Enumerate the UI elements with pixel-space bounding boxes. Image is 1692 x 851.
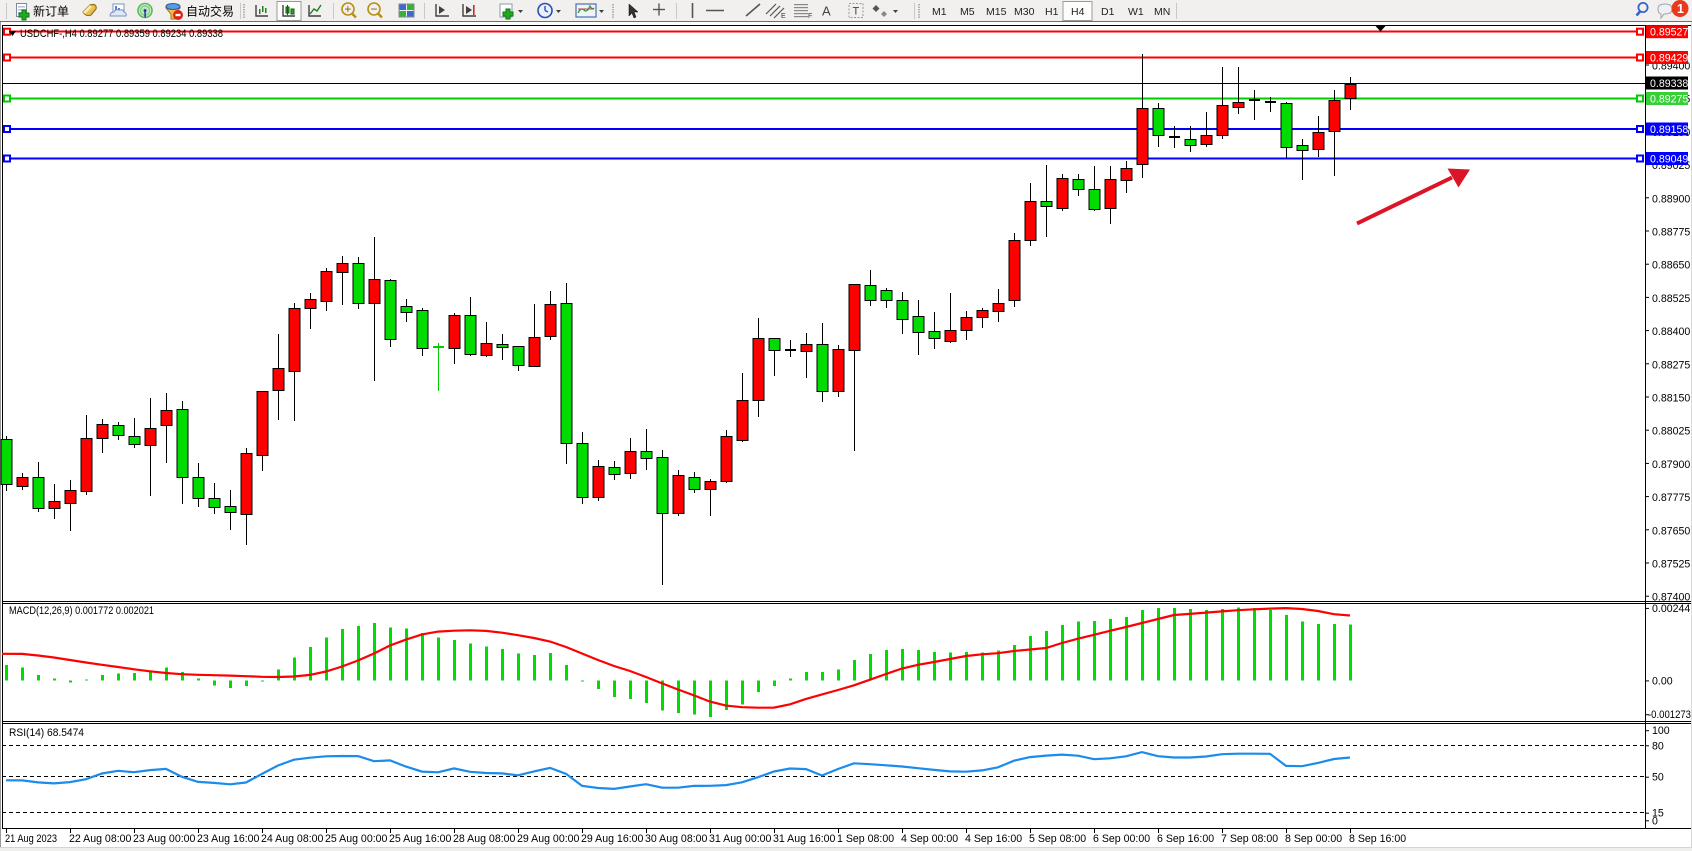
svg-text:M1: M1	[932, 6, 947, 18]
svg-text:24 Aug 08:00: 24 Aug 08:00	[261, 833, 324, 845]
svg-text:15: 15	[1652, 808, 1664, 820]
svg-text:31 Aug 00:00: 31 Aug 00:00	[709, 833, 772, 845]
svg-text:H4: H4	[1071, 6, 1085, 18]
svg-text:80: 80	[1652, 740, 1664, 752]
svg-text:8 Sep 00:00: 8 Sep 00:00	[1285, 833, 1342, 845]
svg-text:M30: M30	[1014, 6, 1035, 18]
svg-text:+: +	[344, 2, 351, 16]
svg-text:0.89338: 0.89338	[1650, 78, 1688, 90]
svg-text:0.89275: 0.89275	[1650, 94, 1688, 106]
svg-text:6 Sep 16:00: 6 Sep 16:00	[1157, 833, 1214, 845]
svg-text:0.87775: 0.87775	[1652, 492, 1690, 504]
svg-text:25 Aug 16:00: 25 Aug 16:00	[389, 833, 452, 845]
svg-text:29 Aug 00:00: 29 Aug 00:00	[517, 833, 580, 845]
svg-text:USDCHF-,H4 0.89277 0.89359 0.: USDCHF-,H4 0.89277 0.89359 0.89234 0.893…	[20, 28, 223, 40]
svg-text:RSI(14) 68.5474: RSI(14) 68.5474	[9, 727, 84, 739]
svg-text:4 Sep 00:00: 4 Sep 00:00	[901, 833, 958, 845]
svg-text:W1: W1	[1128, 6, 1144, 18]
svg-text:21 Aug 2023: 21 Aug 2023	[5, 833, 57, 845]
svg-text:29 Aug 16:00: 29 Aug 16:00	[581, 833, 644, 845]
svg-text:0.89527: 0.89527	[1650, 27, 1688, 39]
svg-text:0.87650: 0.87650	[1652, 525, 1690, 537]
svg-text:H1: H1	[1045, 6, 1059, 18]
svg-text:1 Sep 08:00: 1 Sep 08:00	[837, 833, 894, 845]
svg-text:0.88275: 0.88275	[1652, 359, 1690, 371]
svg-text:5 Sep 08:00: 5 Sep 08:00	[1029, 833, 1086, 845]
svg-text:4 Sep 16:00: 4 Sep 16:00	[965, 833, 1022, 845]
svg-text:50: 50	[1652, 772, 1664, 784]
svg-text:A: A	[822, 4, 831, 19]
svg-text:0.87900: 0.87900	[1652, 459, 1690, 471]
svg-text:M5: M5	[960, 6, 975, 18]
svg-text:100: 100	[1652, 725, 1670, 737]
svg-text:0.87525: 0.87525	[1652, 559, 1690, 571]
svg-text:23 Aug 16:00: 23 Aug 16:00	[197, 833, 260, 845]
svg-text:25 Aug 00:00: 25 Aug 00:00	[325, 833, 388, 845]
svg-text:30 Aug 08:00: 30 Aug 08:00	[645, 833, 708, 845]
svg-text:E: E	[781, 13, 786, 20]
svg-text:0.00244: 0.00244	[1652, 603, 1690, 615]
svg-text:M15: M15	[986, 6, 1007, 18]
svg-text:0.00: 0.00	[1652, 675, 1673, 687]
svg-text:1: 1	[1677, 2, 1684, 16]
svg-text:8 Sep 16:00: 8 Sep 16:00	[1349, 833, 1406, 845]
svg-text:−: −	[370, 2, 377, 16]
svg-text:MACD(12,26,9) 0.001772 0.00202: MACD(12,26,9) 0.001772 0.002021	[9, 605, 154, 617]
svg-text:23 Aug 00:00: 23 Aug 00:00	[133, 833, 196, 845]
svg-text:0.89049: 0.89049	[1650, 154, 1688, 166]
svg-text:F: F	[808, 13, 812, 20]
svg-text:6 Sep 00:00: 6 Sep 00:00	[1093, 833, 1150, 845]
svg-text:0.88025: 0.88025	[1652, 426, 1690, 438]
svg-text:0: 0	[1652, 815, 1658, 827]
svg-text:31 Aug 16:00: 31 Aug 16:00	[773, 833, 836, 845]
svg-text:28 Aug 08:00: 28 Aug 08:00	[453, 833, 516, 845]
svg-text:0.88150: 0.88150	[1652, 393, 1690, 405]
svg-text:0.87400: 0.87400	[1652, 592, 1690, 604]
svg-text:22 Aug 08:00: 22 Aug 08:00	[69, 833, 132, 845]
svg-text:D1: D1	[1101, 6, 1115, 18]
svg-text:T: T	[853, 6, 860, 18]
svg-text:0.88775: 0.88775	[1652, 227, 1690, 239]
svg-text:0.88900: 0.88900	[1652, 193, 1690, 205]
svg-text:新订单: 新订单	[33, 4, 69, 19]
svg-text:-0.001273: -0.001273	[1648, 709, 1691, 721]
svg-text:7 Sep 08:00: 7 Sep 08:00	[1221, 833, 1278, 845]
svg-text:0.89158: 0.89158	[1650, 124, 1688, 136]
svg-text:0.88400: 0.88400	[1652, 326, 1690, 338]
svg-text:MN: MN	[1154, 6, 1170, 18]
svg-text:自动交易: 自动交易	[186, 4, 234, 19]
svg-text:0.88650: 0.88650	[1652, 260, 1690, 272]
svg-text:0.88525: 0.88525	[1652, 293, 1690, 305]
svg-text:0.89429: 0.89429	[1650, 53, 1688, 65]
